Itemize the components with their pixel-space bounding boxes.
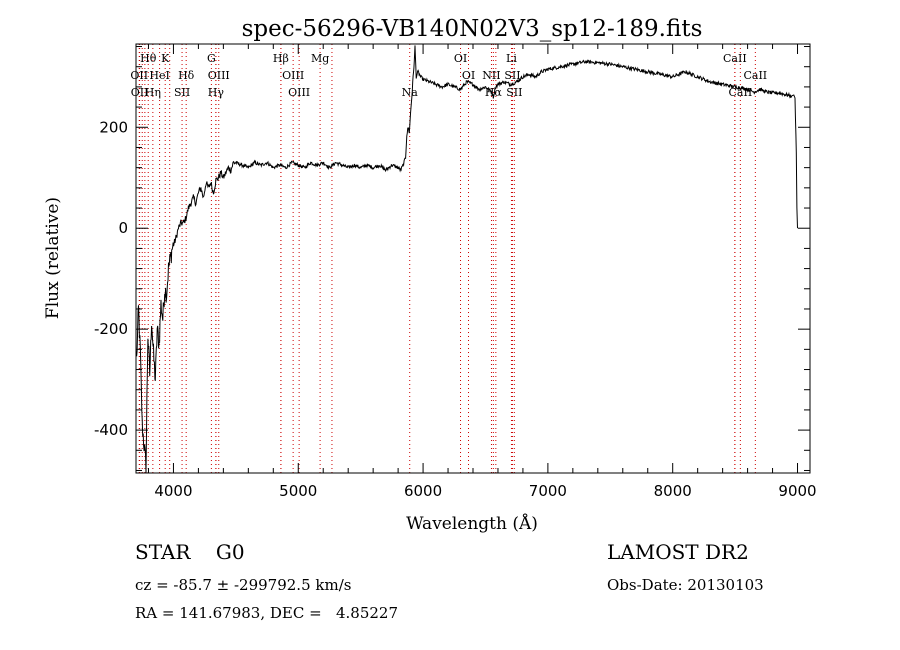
- y-tick-label: 0: [118, 219, 128, 237]
- spectral-line-label: OIII: [208, 69, 230, 82]
- spectral-line-label: OII: [130, 69, 148, 82]
- spectral-line-label: Hθ: [140, 52, 157, 65]
- y-tick-label: -400: [94, 421, 128, 439]
- spectral-line-label: G: [207, 52, 216, 65]
- x-tick-label: 6000: [404, 482, 442, 500]
- spectral-line-label: CaII: [729, 86, 753, 99]
- x-tick-label: 8000: [654, 482, 692, 500]
- x-axis-label: Wavelength (Å): [406, 513, 538, 534]
- chart-title: spec-56296-VB140N02V3_sp12-189.fits: [242, 16, 703, 42]
- spectral-line-label: Na: [402, 86, 419, 99]
- y-tick-label: 200: [99, 118, 128, 136]
- spectral-line-label: HeI: [149, 69, 169, 82]
- spectrum-line: [136, 45, 798, 474]
- spectral-line-label: CaII: [743, 69, 767, 82]
- object-class: STAR: [135, 540, 191, 564]
- spectral-line-label: SII: [506, 86, 522, 99]
- spectral-line-labels: Hθ K G Hβ Mg OI Li CaII OII HeI Hδ OIII OIII OI NII SII…: [130, 52, 767, 99]
- redshift-velocity: cz = -85.7 ± -299792.5 km/s: [135, 576, 352, 594]
- survey-name: LAMOST DR2: [607, 540, 749, 564]
- object-classification: STAR G0: [135, 540, 245, 564]
- spectral-line-label: SII: [174, 86, 190, 99]
- spectral-line-label: Hη: [145, 86, 161, 99]
- x-tick-label: 5000: [279, 482, 317, 500]
- spectral-line-label: NII: [482, 69, 500, 82]
- spectral-line-label: CaII: [723, 52, 747, 65]
- plot-frame: [135, 43, 811, 474]
- x-tick-label: 4000: [154, 482, 192, 500]
- y-tick-label: -200: [94, 320, 128, 338]
- x-tick-label: 9000: [778, 482, 816, 500]
- spectral-line-label: Hδ: [178, 69, 195, 82]
- spectral-line-label: K: [161, 52, 170, 65]
- spectral-line-label: SII: [504, 69, 520, 82]
- spectral-marker-lines: [138, 44, 756, 473]
- spectral-line-label: OIII: [288, 86, 310, 99]
- x-tick-label: 7000: [529, 482, 567, 500]
- coordinates: RA = 141.67983, DEC = 4.85227: [135, 604, 399, 622]
- spectral-line-label: OII: [131, 86, 149, 99]
- spectral-line-label: OI: [454, 52, 467, 65]
- axes: 4000 5000 6000 7000 8000 9000 -400 -200 0 200: [94, 44, 817, 500]
- y-axis-label: Flux (relative): [43, 197, 63, 319]
- spectral-line-label: Mg: [311, 52, 329, 65]
- spectral-line-label: OIII: [282, 69, 304, 82]
- observation-date: Obs-Date: 20130103: [607, 576, 764, 594]
- spectral-line-label: OI: [462, 69, 475, 82]
- spectral-line-label: Hγ: [208, 86, 225, 99]
- spectral-line-label: Li: [506, 52, 517, 65]
- object-subclass: G0: [215, 540, 245, 564]
- spectral-line-label: Hβ: [273, 52, 289, 65]
